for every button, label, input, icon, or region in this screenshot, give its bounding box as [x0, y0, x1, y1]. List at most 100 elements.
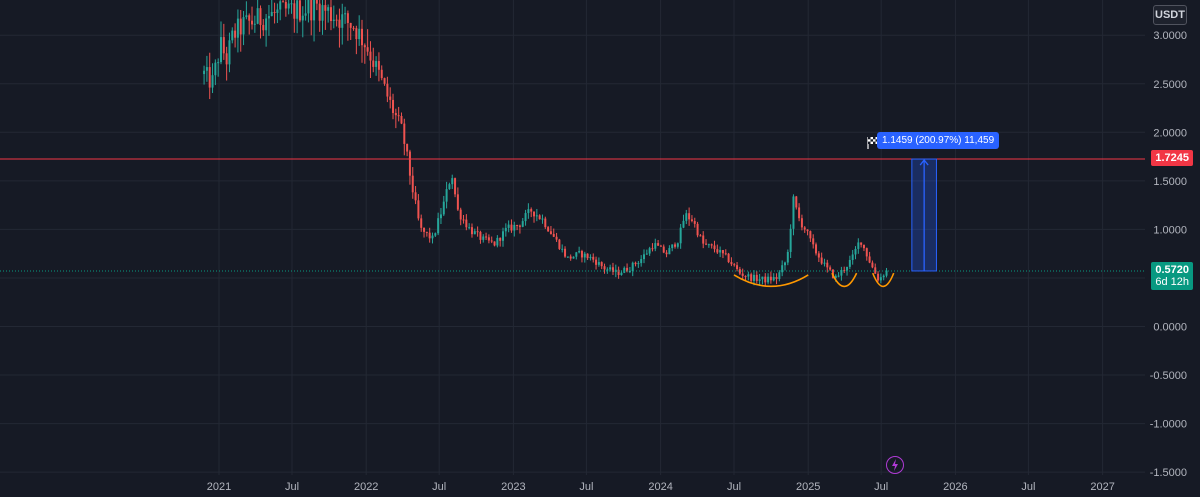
- time-axis[interactable]: 2021 Jul 2022 Jul 2023 Jul 2024 Jul 2025 Jul 2026 J…: [207, 481, 1115, 493]
- candle-body: [293, 3, 296, 19]
- candle-body: [690, 219, 693, 222]
- candle-body: [665, 252, 668, 255]
- candle-body: [406, 143, 409, 152]
- candle-body: [611, 267, 614, 272]
- candle-body: [710, 244, 713, 246]
- candle-body: [496, 237, 499, 246]
- candle-body: [589, 256, 592, 259]
- candle-body: [575, 252, 578, 257]
- candle-body: [699, 235, 702, 237]
- candle-body: [428, 232, 431, 239]
- candle-body: [868, 256, 871, 263]
- lightning-icon[interactable]: [886, 456, 904, 474]
- candle-body: [727, 253, 730, 263]
- time-tick-label: 2025: [796, 481, 820, 493]
- price-tick-label: 2.0000: [1153, 127, 1187, 139]
- candle-body: [346, 13, 349, 23]
- candle-body: [448, 184, 451, 190]
- candle-body: [265, 18, 268, 31]
- candle-body: [730, 262, 733, 265]
- candle-body: [352, 27, 355, 29]
- candle-body: [414, 192, 417, 201]
- candle-body: [829, 267, 832, 270]
- candle-body: [476, 231, 479, 233]
- candle-body: [817, 253, 820, 258]
- candle-body: [580, 251, 583, 258]
- checkered-flag-icon: [867, 137, 878, 149]
- candle-body: [462, 219, 465, 221]
- candle-body: [809, 231, 812, 239]
- candle-body: [747, 274, 750, 277]
- candle-body: [648, 248, 651, 254]
- candle-body: [273, 11, 276, 13]
- candle-body: [329, 7, 332, 22]
- candle-body: [248, 15, 251, 21]
- rounded-bottom-arc[interactable]: [871, 272, 895, 288]
- candle-body: [310, 0, 313, 21]
- candle-body: [228, 40, 231, 65]
- candle-body: [296, 0, 299, 19]
- candle-body: [363, 45, 366, 48]
- candle-body: [499, 237, 502, 241]
- candle-body: [541, 218, 544, 220]
- rounded-bottom-arc[interactable]: [831, 272, 858, 288]
- candle-body: [823, 262, 826, 264]
- currency-button[interactable]: USDT: [1153, 5, 1187, 25]
- candle-body: [786, 251, 789, 263]
- price-tick-label: 1.5000: [1153, 176, 1187, 188]
- candle-body: [569, 256, 572, 259]
- candle-body: [640, 259, 643, 264]
- candle-body: [860, 242, 863, 245]
- candlesticks: [203, 0, 888, 287]
- candle-body: [637, 263, 640, 265]
- candle-body: [287, 3, 290, 9]
- drawing-overlays[interactable]: [0, 158, 1145, 288]
- price-axis[interactable]: 3.00002.50002.00001.50001.00000.50000.00…: [1150, 30, 1187, 479]
- candle-body: [397, 115, 400, 117]
- candle-body: [535, 215, 538, 217]
- candle-body: [671, 244, 674, 249]
- candle-body: [623, 267, 626, 273]
- candle-body: [705, 243, 708, 245]
- candle-body: [217, 62, 220, 64]
- candle-body: [377, 61, 380, 70]
- candle-body: [561, 248, 564, 250]
- candle-body: [501, 231, 504, 241]
- candle-body: [219, 37, 222, 63]
- candle-body: [256, 8, 259, 24]
- candle-body: [798, 207, 801, 219]
- price-tick-label: 1.0000: [1153, 224, 1187, 236]
- measure-label[interactable]: 1.1459 (200.97%) 11,459: [877, 132, 1000, 149]
- rounded-bottom-arc[interactable]: [733, 274, 809, 288]
- candle-body: [752, 274, 755, 281]
- candle-body: [431, 235, 434, 239]
- candle-body: [524, 213, 527, 222]
- candle-body: [778, 272, 781, 280]
- candle-body: [203, 70, 206, 75]
- candle-body: [846, 266, 849, 271]
- candle-body: [736, 265, 739, 270]
- candle-body: [547, 227, 550, 232]
- candle-body: [251, 20, 254, 25]
- time-tick-label: 2023: [501, 481, 525, 493]
- candle-body: [857, 242, 860, 249]
- candle-body: [676, 243, 679, 247]
- candle-body: [738, 269, 741, 274]
- candle-body: [487, 237, 490, 241]
- candle-body: [767, 276, 770, 283]
- candle-body: [338, 19, 341, 28]
- candle-body: [465, 219, 468, 228]
- candle-body: [403, 123, 406, 144]
- time-tick-label: 2022: [354, 481, 378, 493]
- resistance-price-tag: 1.7245: [1151, 150, 1193, 166]
- candle-body: [642, 254, 645, 260]
- candle-body: [558, 239, 561, 249]
- candle-body: [877, 273, 880, 281]
- candle-body: [772, 277, 775, 281]
- time-tick-label: Jul: [432, 481, 446, 493]
- price-tick-label: -1.0000: [1150, 419, 1187, 431]
- bar-countdown: 6d 12h: [1155, 276, 1189, 288]
- candle-body: [208, 67, 211, 88]
- candle-body: [566, 256, 569, 258]
